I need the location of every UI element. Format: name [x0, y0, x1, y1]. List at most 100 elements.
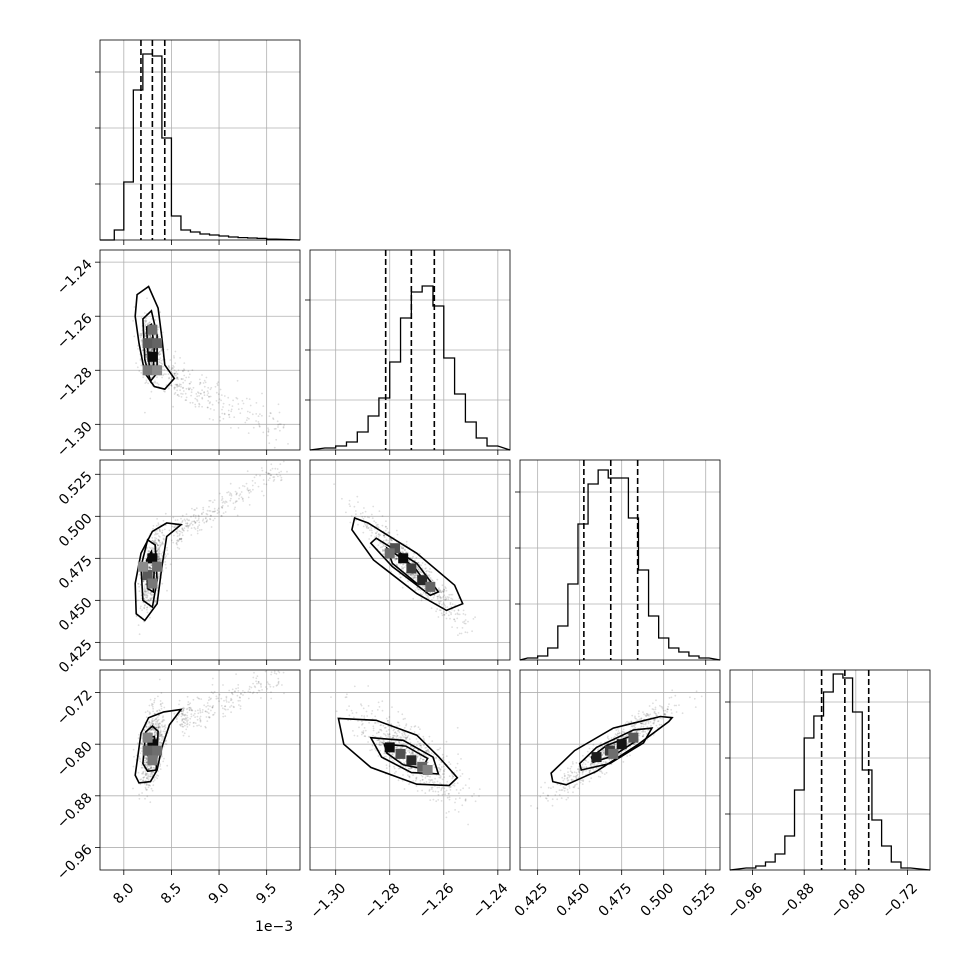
- sample-point: [150, 767, 152, 769]
- sample-point: [408, 783, 410, 786]
- sample-point: [151, 546, 154, 549]
- sample-point: [148, 321, 151, 323]
- sample-point: [438, 602, 441, 605]
- sample-point: [235, 396, 238, 399]
- sample-point: [453, 618, 456, 621]
- density-cell: [142, 732, 153, 743]
- sample-point: [618, 732, 621, 734]
- sample-point: [255, 680, 257, 683]
- sample-point: [414, 575, 417, 577]
- axes-frame: [309, 669, 511, 871]
- sample-point: [375, 521, 377, 524]
- sample-point: [389, 736, 392, 738]
- sample-point: [405, 737, 407, 739]
- sample-point: [151, 717, 154, 720]
- sample-point: [615, 734, 618, 736]
- sample-point: [194, 509, 197, 511]
- sample-point: [412, 576, 415, 578]
- sample-point: [268, 442, 271, 445]
- sample-point: [180, 723, 183, 725]
- sample-point: [140, 334, 143, 337]
- sample-point: [572, 762, 574, 765]
- axes-frame: [519, 459, 721, 661]
- sample-point: [140, 766, 143, 769]
- sample-point: [275, 673, 278, 675]
- sample-point: [402, 774, 404, 776]
- density-contour: [134, 285, 176, 391]
- sample-point: [240, 491, 243, 493]
- sample-point: [157, 723, 160, 726]
- sample-point: [143, 598, 146, 600]
- sample-point: [161, 755, 163, 758]
- sample-point: [456, 626, 459, 629]
- sample-point: [570, 765, 573, 768]
- sample-point: [146, 595, 149, 597]
- sample-point: [239, 493, 242, 496]
- sample-point: [190, 388, 193, 391]
- sample-point: [151, 772, 153, 775]
- pair-panel-1-3: [309, 669, 511, 871]
- sample-point: [384, 529, 387, 532]
- sample-point: [189, 387, 192, 390]
- sample-point: [199, 392, 202, 395]
- sample-point: [211, 706, 214, 709]
- sample-point: [209, 499, 212, 502]
- sample-point: [143, 594, 146, 597]
- sample-point: [421, 789, 423, 792]
- sample-point: [231, 405, 234, 407]
- sample-point: [154, 539, 156, 542]
- sample-point: [415, 556, 418, 559]
- sample-point: [262, 494, 265, 497]
- sample-point: [149, 592, 152, 595]
- sample-point: [176, 384, 178, 386]
- sample-point: [670, 696, 673, 699]
- sample-point: [216, 382, 219, 385]
- axes-frame: [99, 669, 301, 871]
- sample-point: [268, 415, 271, 417]
- sample-point: [148, 568, 150, 570]
- sample-point: [219, 388, 222, 391]
- sample-point: [431, 591, 434, 594]
- sample-point: [397, 730, 399, 732]
- sample-point: [417, 740, 419, 743]
- sample-point: [391, 557, 394, 560]
- sample-point: [261, 689, 263, 691]
- sample-point: [243, 691, 246, 694]
- sample-point: [255, 420, 257, 422]
- sample-point: [188, 707, 191, 709]
- sample-point: [402, 566, 405, 569]
- sample-point: [689, 696, 691, 699]
- sample-point: [178, 547, 181, 550]
- sample-point: [149, 597, 152, 600]
- sample-point: [587, 761, 589, 764]
- sample-point: [145, 350, 148, 353]
- hist-panel-1: [305, 249, 511, 451]
- sample-point: [141, 742, 144, 745]
- sample-point: [430, 578, 432, 581]
- sample-point: [145, 353, 148, 356]
- sample-point: [148, 334, 151, 337]
- sample-point: [260, 682, 262, 685]
- sample-point: [150, 729, 152, 731]
- sample-point: [164, 553, 167, 555]
- sample-point: [365, 525, 368, 528]
- sample-point: [153, 699, 156, 702]
- histogram-step: [309, 285, 511, 451]
- sample-point: [277, 670, 280, 672]
- sample-point: [166, 348, 169, 351]
- sample-point: [150, 564, 153, 567]
- sample-point: [429, 577, 432, 579]
- sample-point: [427, 580, 430, 583]
- sample-point: [198, 395, 201, 397]
- sample-point: [208, 402, 211, 405]
- sample-point: [445, 789, 448, 792]
- sample-point: [276, 468, 279, 470]
- sample-point: [437, 588, 440, 591]
- sample-point: [145, 356, 148, 358]
- sample-point: [365, 527, 368, 529]
- sample-point: [194, 522, 197, 524]
- sample-point: [383, 755, 386, 758]
- sample-point: [345, 696, 348, 698]
- sample-point: [188, 709, 191, 711]
- sample-point: [411, 753, 414, 755]
